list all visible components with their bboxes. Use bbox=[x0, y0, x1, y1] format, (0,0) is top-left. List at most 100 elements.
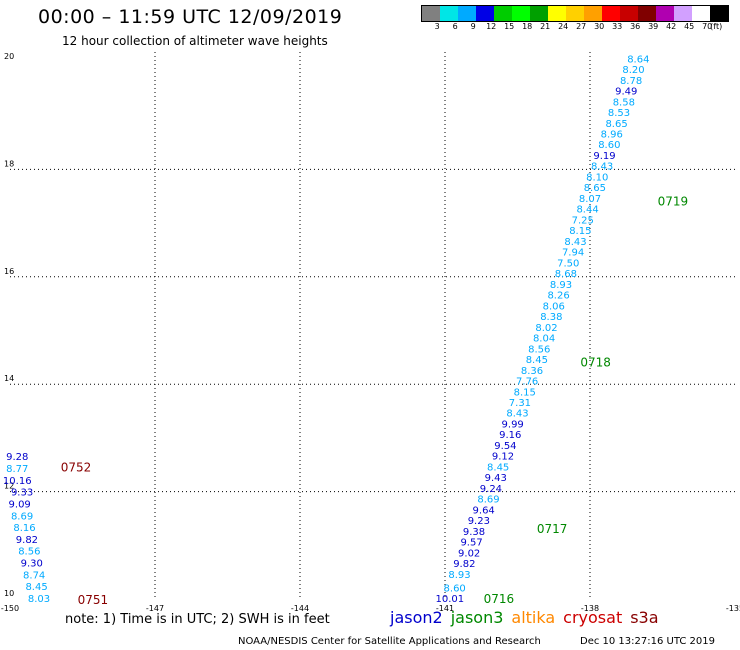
color-scale-label: 6 bbox=[452, 22, 458, 31]
swh-value-label: 8.15 bbox=[514, 387, 536, 398]
color-scale-label: 24 bbox=[558, 22, 569, 31]
track-time-label: 0751 bbox=[78, 593, 109, 607]
y-tick-label: 16 bbox=[4, 267, 14, 276]
y-tick-label: 12 bbox=[4, 482, 14, 491]
swh-value-label: 8.69 bbox=[477, 495, 499, 506]
swh-value-label: 9.23 bbox=[468, 516, 490, 527]
color-scale-label: 9 bbox=[470, 22, 476, 31]
x-tick-label: -138 bbox=[581, 604, 599, 613]
track-time-labels: 0716 0717 0718 0719 0751 0752 bbox=[61, 195, 688, 607]
swh-value-label: 8.45 bbox=[25, 582, 47, 593]
color-swatch bbox=[602, 6, 620, 21]
swh-value-label: 9.43 bbox=[485, 473, 507, 484]
x-tick-label: -141 bbox=[436, 604, 454, 613]
swh-value-label: 9.30 bbox=[21, 559, 43, 570]
swh-value-label: 9.57 bbox=[460, 538, 482, 549]
swh-value-label: 8.06 bbox=[543, 301, 565, 312]
color-swatch bbox=[692, 6, 710, 21]
swh-value-label: 8.43 bbox=[506, 409, 528, 420]
swh-value-label: 8.77 bbox=[6, 464, 28, 475]
legend-entry: s3a bbox=[630, 608, 659, 627]
color-swatch bbox=[566, 6, 584, 21]
y-tick-label: 18 bbox=[4, 159, 14, 168]
swh-value-label: 9.82 bbox=[453, 559, 475, 570]
swh-value-label: 8.64 bbox=[627, 54, 649, 65]
swh-value-label: 8.43 bbox=[591, 162, 613, 173]
color-swatch bbox=[512, 6, 530, 21]
color-swatch bbox=[458, 6, 476, 21]
swh-value-label: 9.99 bbox=[502, 419, 524, 430]
swh-value-label: 7.25 bbox=[572, 215, 594, 226]
swh-value-label: 9.02 bbox=[458, 548, 480, 559]
color-scale-label: 42 bbox=[666, 22, 677, 31]
y-tick-label: 20 bbox=[4, 52, 14, 61]
swh-value-label: 8.10 bbox=[586, 172, 608, 183]
track-time-label: 0717 bbox=[537, 522, 568, 536]
legend-entry: cryosat bbox=[563, 608, 623, 627]
swh-value-label: 8.68 bbox=[555, 269, 577, 280]
swh-value-label: 8.96 bbox=[601, 129, 623, 140]
color-swatch bbox=[422, 6, 440, 21]
x-tick-label: -144 bbox=[291, 604, 309, 613]
color-scale-label: 12 bbox=[486, 22, 497, 31]
color-scale-labels: 3 6 9 12 15 18 21 24 27 30 33 36 39 42 45 70 (ft) bbox=[421, 22, 740, 32]
color-swatch bbox=[494, 6, 512, 21]
color-swatch bbox=[548, 6, 566, 21]
swh-value-label: 8.93 bbox=[448, 570, 470, 581]
swh-value-label: 8.60 bbox=[598, 140, 620, 151]
y-tick-label: 10 bbox=[4, 589, 14, 598]
color-scale-label: 18 bbox=[522, 22, 533, 31]
satellite-legend: jason2 jason3 altika cryosat s3a bbox=[390, 608, 667, 627]
track-time-label: 0752 bbox=[61, 460, 92, 474]
swh-value-label: 9.28 bbox=[6, 452, 28, 463]
color-scale-label: 15 bbox=[504, 22, 515, 31]
swh-value-label: 8.78 bbox=[620, 76, 642, 87]
color-scale-label: 3 bbox=[434, 22, 440, 31]
color-swatch bbox=[476, 6, 494, 21]
swh-value-label: 7.50 bbox=[557, 258, 579, 269]
y-tick-label: 14 bbox=[4, 374, 14, 383]
swh-value-label: 8.38 bbox=[540, 312, 562, 323]
swh-value-label: 9.09 bbox=[9, 499, 31, 510]
swh-value-label: 8.65 bbox=[605, 119, 627, 130]
legend-entry: jason2 bbox=[390, 608, 443, 627]
track-time-label: 0716 bbox=[484, 592, 515, 606]
swh-value-label: 9.12 bbox=[492, 452, 514, 463]
swh-value-label: 8.56 bbox=[18, 547, 40, 558]
axis-ticks: -150 -147 -144 -141 -138 -135 10 12 14 16 18 20 bbox=[1, 52, 740, 613]
swh-value-label: 8.15 bbox=[569, 226, 591, 237]
color-swatch bbox=[674, 6, 692, 21]
swh-value-label: 8.04 bbox=[533, 334, 555, 345]
color-scale-label: 45 bbox=[684, 22, 695, 31]
color-scale-label: 30 bbox=[594, 22, 605, 31]
swh-value-label: 9.38 bbox=[463, 527, 485, 538]
swh-value-label: 8.69 bbox=[11, 511, 33, 522]
color-swatch bbox=[530, 6, 548, 21]
legend-entry: altika bbox=[511, 608, 556, 627]
swh-value-label: 9.24 bbox=[480, 484, 502, 495]
swh-value-label: 8.20 bbox=[622, 65, 644, 76]
swh-value-label: 8.02 bbox=[535, 323, 557, 334]
swh-value-label: 8.65 bbox=[584, 183, 606, 194]
swh-value-label: 9.54 bbox=[494, 441, 516, 452]
color-scale-label: 39 bbox=[648, 22, 659, 31]
color-scale-label: 36 bbox=[630, 22, 641, 31]
color-swatch bbox=[440, 6, 458, 21]
x-tick-label: -147 bbox=[146, 604, 164, 613]
swh-value-label: 8.60 bbox=[444, 583, 466, 594]
color-swatch bbox=[638, 6, 656, 21]
x-tick-label: -150 bbox=[1, 604, 19, 613]
x-tick-label: -135 bbox=[726, 604, 740, 613]
plot-grid bbox=[10, 52, 735, 599]
swh-value-label: 7.76 bbox=[516, 377, 538, 388]
swh-value-label: 8.58 bbox=[613, 97, 635, 108]
swh-value-label: 9.82 bbox=[16, 535, 38, 546]
swh-value-label: 8.26 bbox=[547, 291, 569, 302]
swh-value-label: 10.01 bbox=[436, 594, 465, 605]
units-note: note: 1) Time is in UTC; 2) SWH is in fe… bbox=[65, 612, 330, 627]
color-scale-label: 21 bbox=[540, 22, 551, 31]
swh-value-label: 8.45 bbox=[526, 355, 548, 366]
swh-value-label: 9.33 bbox=[11, 488, 33, 499]
color-scale-label: 27 bbox=[576, 22, 587, 31]
color-swatch bbox=[620, 6, 638, 21]
